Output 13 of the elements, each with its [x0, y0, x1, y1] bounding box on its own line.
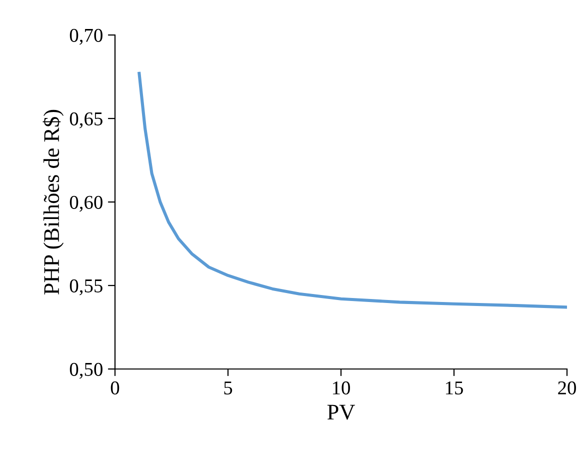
line-series	[138, 72, 567, 309]
y-tick-label: 0,65	[70, 112, 102, 128]
y-tick-label: 0,70	[70, 28, 102, 45]
x-tick-label: 10	[332, 381, 350, 394]
x-tick-label: 0	[110, 381, 120, 394]
x-tick-label: 15	[446, 381, 463, 394]
x-axis-title: PV	[327, 404, 355, 420]
y-axis-title: PHP (Bilhões de R$)	[42, 110, 64, 294]
y-tick-label: 0,55	[70, 279, 102, 296]
x-tick-label: 5	[224, 382, 232, 394]
y-tick-label: 0,50	[70, 362, 102, 379]
x-tick-label: 20	[558, 381, 576, 394]
y-tick-label: 0,60	[70, 196, 102, 212]
